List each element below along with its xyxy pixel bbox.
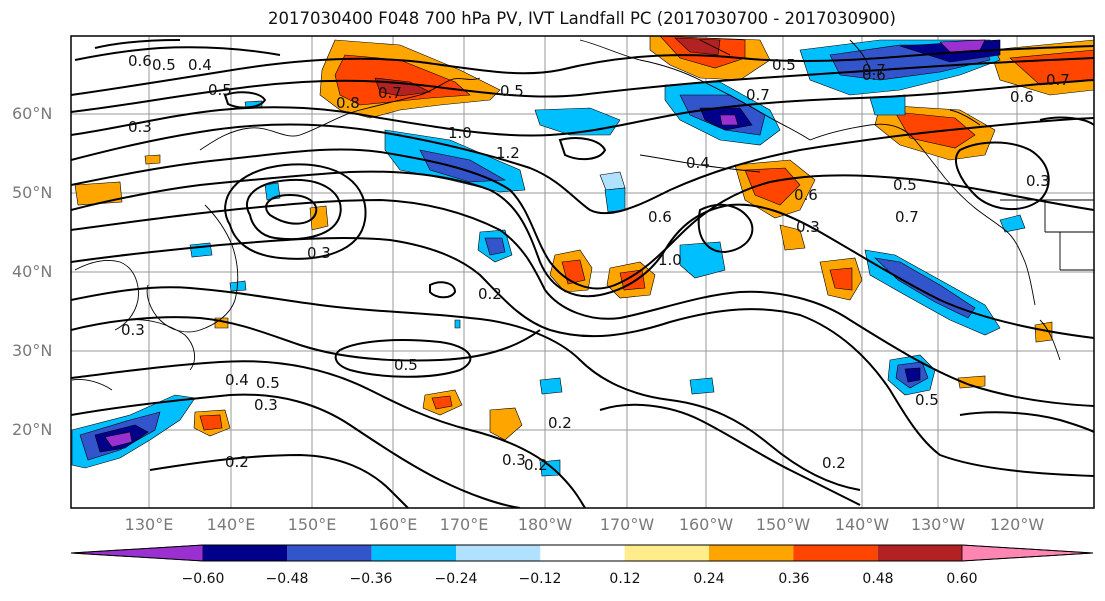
- lon-label-150e: 150°E: [287, 515, 337, 534]
- contour-label: 0.4: [188, 56, 212, 74]
- lon-label-160w: 160°W: [678, 515, 734, 534]
- contour-label: 0.2: [524, 456, 548, 474]
- lat-label-50n: 50°N: [12, 183, 53, 202]
- contour-labels: 0.6 0.5 0.4 0.5 0.3 0.8 0.7 1.0 0.5 1.2 …: [121, 52, 1070, 474]
- contour-label: 0.7: [1046, 71, 1070, 89]
- contour-label: 0.4: [686, 154, 710, 172]
- lon-label-140w: 140°W: [834, 515, 890, 534]
- lon-label-170w: 170°W: [599, 515, 655, 534]
- contour-label: 0.6: [862, 66, 886, 84]
- lat-label-40n: 40°N: [12, 262, 53, 281]
- colorbar-tick: −0.12: [518, 571, 562, 587]
- contour-label: 0.5: [915, 391, 939, 409]
- map-frame: [70, 35, 1095, 509]
- contour-label: 0.3: [254, 396, 278, 414]
- contour-label: 0.8: [336, 94, 360, 112]
- contour-label: 0.7: [746, 86, 770, 104]
- pv-contours: [71, 39, 1094, 508]
- contour-label: 0.6: [648, 208, 672, 226]
- colorbar-tick: −0.60: [181, 571, 225, 587]
- contour-label: 0.3: [307, 244, 331, 262]
- lat-label-30n: 30°N: [12, 341, 53, 360]
- map-title: 2017030400 F048 700 hPa PV, IVT Landfall…: [268, 9, 896, 28]
- contour-label: 0.6: [794, 186, 818, 204]
- colorbar-tick: −0.36: [349, 571, 393, 587]
- contour-label: 0.5: [256, 374, 280, 392]
- colorbar-tick: 0.12: [609, 571, 641, 587]
- lat-label-60n: 60°N: [12, 104, 53, 123]
- contour-label: 0.7: [378, 84, 402, 102]
- contour-label: 0.4: [225, 371, 249, 389]
- lon-label-170e: 170°E: [439, 515, 489, 534]
- contour-label: 1.2: [496, 144, 520, 162]
- colorbar-tick: −0.24: [434, 571, 478, 587]
- contour-label: 0.5: [772, 56, 796, 74]
- contour-label: 0.5: [152, 56, 176, 74]
- contour-label: 0.2: [478, 285, 502, 303]
- lon-label-120w: 120°W: [989, 515, 1045, 534]
- coastlines: [71, 39, 1094, 391]
- contour-label: 0.6: [128, 52, 152, 70]
- contour-label: 0.2: [548, 414, 572, 432]
- contour-label: 0.5: [500, 82, 524, 100]
- lon-label-130w: 130°W: [910, 515, 966, 534]
- lon-label-130e: 130°E: [124, 515, 174, 534]
- colorbar-tick: 0.24: [693, 571, 725, 587]
- contour-label: 0.6: [1010, 88, 1034, 106]
- lon-label-160e: 160°E: [368, 515, 418, 534]
- contour-label: 0.3: [128, 118, 152, 136]
- contour-label: 0.3: [1026, 172, 1050, 190]
- lon-label-150w: 150°W: [755, 515, 811, 534]
- contour-label: 0.3: [796, 218, 820, 236]
- lon-label-180w: 180°W: [517, 515, 573, 534]
- contour-label: 1.0: [658, 251, 682, 269]
- contour-label: 0.2: [822, 454, 846, 472]
- contour-label: 0.7: [862, 61, 886, 79]
- contour-label: 0.5: [394, 356, 418, 374]
- contour-label: 0.3: [121, 321, 145, 339]
- contour-label: 0.2: [225, 453, 249, 471]
- contour-label: 0.3: [502, 451, 526, 469]
- contour-label: 0.5: [893, 176, 917, 194]
- colorbar-tick: 0.48: [862, 571, 894, 587]
- lat-label-20n: 20°N: [12, 420, 53, 439]
- contour-label: 1.0: [448, 124, 472, 142]
- lon-label-140e: 140°E: [206, 515, 256, 534]
- colorbar-tick: 0.36: [778, 571, 810, 587]
- colorbar-tick: −0.48: [265, 571, 309, 587]
- contour-label: 0.7: [895, 208, 919, 226]
- colorbar-tick: 0.60: [946, 571, 978, 587]
- contour-label: 0.5: [208, 81, 232, 99]
